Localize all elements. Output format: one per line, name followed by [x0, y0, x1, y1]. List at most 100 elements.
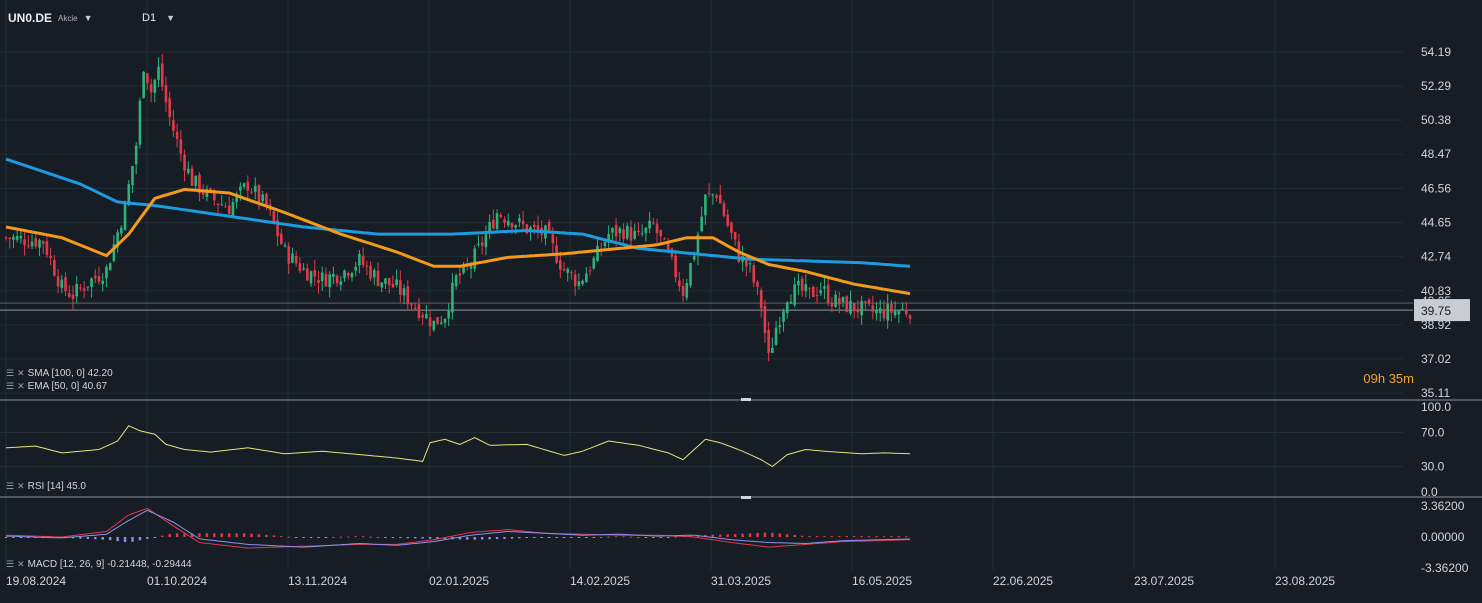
candle-body — [291, 253, 294, 263]
sma-line — [5, 157, 911, 268]
indicator-settings-icon[interactable]: ☰ — [6, 381, 15, 391]
rsi-legend-label: RSI [14] 45.0 — [27, 481, 86, 492]
candle-body — [469, 265, 473, 269]
candle-body — [410, 303, 413, 305]
candle-body — [752, 265, 756, 283]
timeframe-label[interactable]: D1 — [142, 12, 157, 24]
macd-histogram-bar — [652, 537, 655, 538]
macd-histogram-bar — [897, 536, 901, 538]
macd-histogram-bar — [27, 537, 30, 538]
candle-body — [625, 225, 629, 239]
candle-body — [506, 220, 510, 226]
macd-histogram-bar — [875, 536, 878, 538]
sma-legend[interactable]: ☰ ✕ SMA [100, 0] 42.20 — [6, 368, 113, 379]
candle-body — [369, 266, 372, 279]
indicator-close-icon[interactable]: ✕ — [17, 381, 25, 391]
macd-histogram-bar — [555, 537, 558, 538]
symbol-dropdown-icon[interactable]: ▼ — [83, 13, 93, 23]
macd-histogram-bar — [399, 537, 402, 539]
candle-body — [41, 241, 45, 244]
candle-body — [56, 276, 60, 287]
candle-body — [633, 231, 637, 239]
candle-body — [27, 245, 30, 247]
candle-body — [473, 248, 477, 269]
timeframe-selector[interactable]: D1 ▼ — [142, 8, 175, 28]
pane-resize-handle[interactable] — [741, 398, 751, 401]
candle-body — [324, 273, 328, 287]
price-axis-label: 44.65 — [1421, 216, 1451, 230]
symbol-label[interactable]: UN0.DE — [8, 11, 53, 25]
candle-body — [436, 317, 439, 325]
candle-body — [402, 288, 406, 296]
macd-histogram-bar — [726, 534, 729, 537]
macd-histogram-bar — [198, 533, 201, 537]
candle-body — [458, 273, 462, 276]
ema-legend[interactable]: ☰ ✕ EMA [50, 0] 40.67 — [6, 381, 107, 392]
candle-body — [748, 263, 752, 265]
rsi-legend[interactable]: ☰ ✕ RSI [14] 45.0 — [6, 481, 86, 492]
candle-body — [711, 194, 715, 196]
candle-body — [652, 222, 655, 224]
macd-histogram-bar — [347, 536, 350, 538]
macd-histogram-bar — [867, 536, 871, 538]
indicator-settings-icon[interactable]: ☰ — [6, 559, 15, 569]
candle-body — [830, 302, 834, 307]
macd-histogram-bar — [540, 537, 543, 538]
macd-histogram-bar — [414, 537, 417, 539]
timeframe-dropdown-icon[interactable]: ▼ — [166, 13, 175, 23]
candle-body — [759, 290, 763, 309]
candle-body — [224, 206, 227, 208]
macd-histogram-bar — [108, 537, 112, 541]
macd-histogram-bar — [213, 533, 216, 537]
candle-body — [841, 297, 845, 303]
indicator-close-icon[interactable]: ✕ — [17, 368, 25, 378]
macd-histogram-bar — [905, 536, 908, 538]
candle-body — [235, 193, 238, 203]
price-axis-label: 50.38 — [1421, 113, 1451, 127]
indicator-settings-icon[interactable]: ☰ — [6, 368, 15, 378]
candle-body — [581, 280, 584, 285]
macd-histogram-bar — [674, 536, 677, 538]
date-axis-label: 16.05.2025 — [852, 574, 912, 588]
date-axis-label: 02.01.2025 — [429, 574, 489, 588]
candle-body — [811, 286, 815, 298]
candle-body — [518, 218, 521, 222]
candle-body — [332, 273, 335, 277]
macd-histogram-bar — [488, 537, 491, 540]
candle-body — [194, 175, 198, 186]
candle-body — [19, 236, 23, 239]
candle-body — [655, 223, 659, 233]
candle-body — [808, 287, 811, 289]
candle-body — [745, 259, 748, 267]
symbol-selector[interactable]: UN0.DE Akcie ▼ — [8, 8, 93, 28]
macd-histogram-bar — [600, 537, 603, 538]
candle-body — [279, 233, 283, 244]
candle-body — [49, 255, 52, 259]
macd-histogram-bar — [711, 534, 715, 537]
candle-body — [804, 284, 808, 292]
candle-body — [532, 224, 536, 228]
candle-body — [105, 266, 108, 279]
indicator-settings-icon[interactable]: ☰ — [6, 481, 15, 491]
pane-resize-handle[interactable] — [741, 496, 751, 499]
indicator-close-icon[interactable]: ✕ — [17, 559, 25, 569]
macd-axis-label: -3.36200 — [1421, 561, 1469, 575]
candle-body — [559, 260, 562, 270]
candle-body — [339, 281, 343, 285]
candle-body — [622, 229, 625, 240]
candle-body — [681, 285, 685, 296]
macd-histogram-bar — [12, 537, 15, 538]
indicator-close-icon[interactable]: ✕ — [17, 481, 25, 491]
candle-body — [763, 306, 767, 333]
date-axis-label: 23.07.2025 — [1134, 574, 1194, 588]
candle-body — [328, 274, 331, 288]
candle-body — [666, 242, 670, 251]
macd-histogram-bar — [629, 536, 633, 538]
price-axis-label: 46.56 — [1421, 181, 1451, 195]
macd-histogram-bar — [376, 537, 380, 538]
candle-body — [108, 263, 112, 271]
macd-legend[interactable]: ☰ ✕ MACD [12, 26, 9] -0.21448, -0.29444 — [6, 559, 192, 570]
candle-body — [116, 232, 119, 248]
